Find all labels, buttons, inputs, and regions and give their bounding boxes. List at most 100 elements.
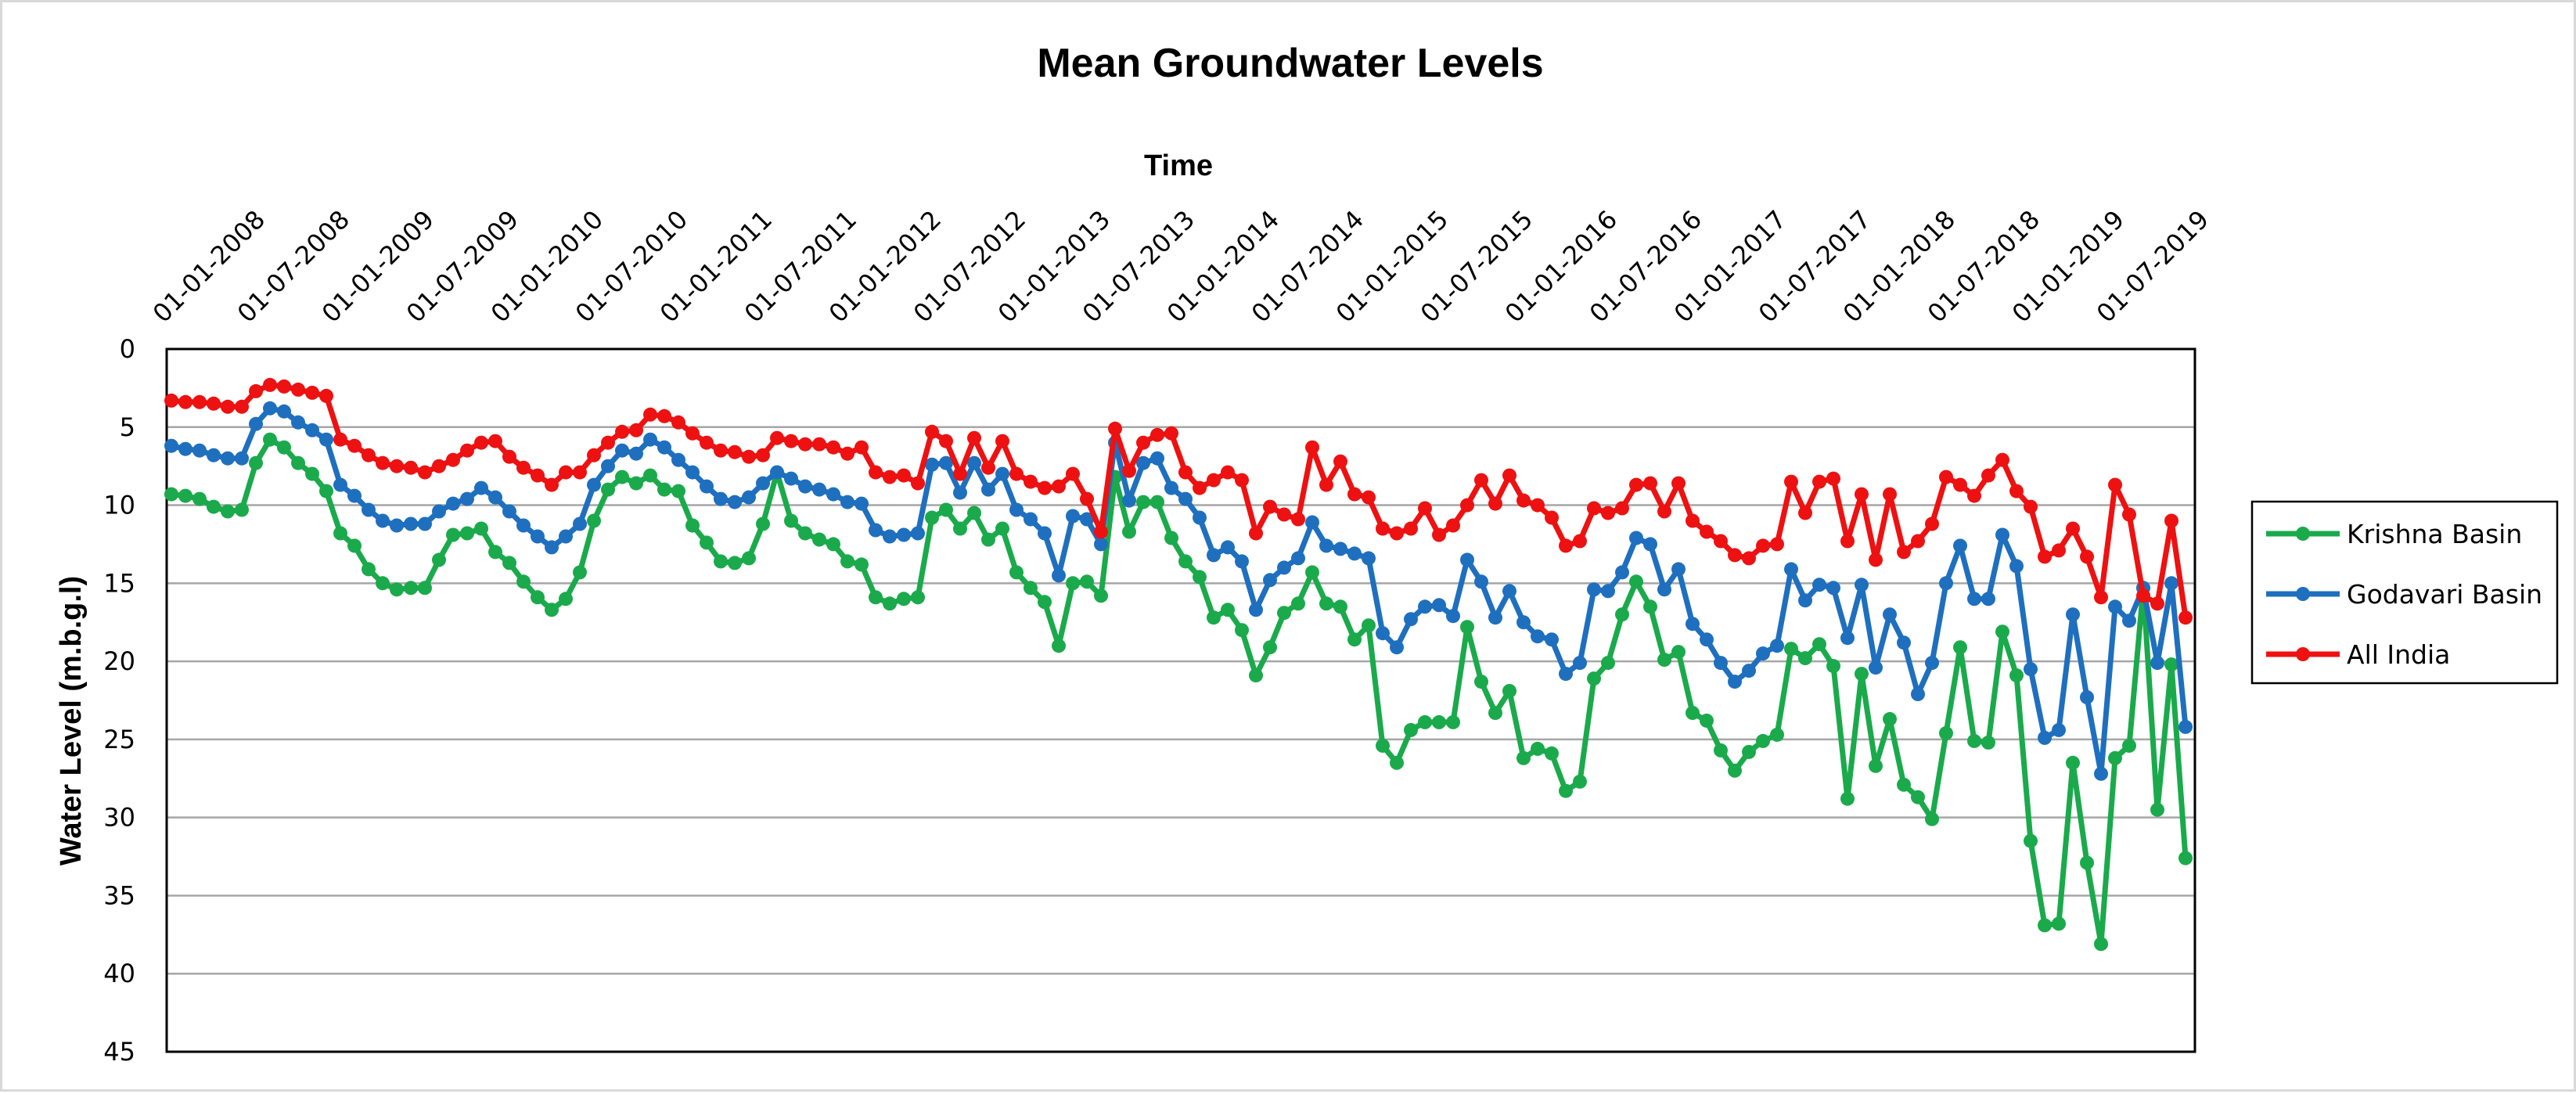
data-point [376, 513, 390, 528]
data-point [756, 476, 770, 491]
data-point [531, 590, 545, 605]
data-point [1714, 534, 1728, 549]
data-point [488, 434, 502, 448]
data-point [812, 482, 826, 497]
data-point [1333, 454, 1347, 469]
data-point [1643, 599, 1657, 614]
data-point [164, 487, 178, 502]
data-point [1024, 512, 1038, 527]
data-point [1319, 596, 1333, 611]
data-point [404, 460, 418, 475]
data-point [883, 529, 897, 544]
data-point [1531, 498, 1545, 513]
data-point [1305, 565, 1319, 580]
data-point [1516, 750, 1531, 765]
data-point [2136, 588, 2150, 603]
data-point [1686, 706, 1700, 720]
data-point [164, 393, 178, 408]
data-point [840, 446, 854, 461]
data-point [1826, 659, 1840, 674]
data-point [1742, 551, 1756, 566]
data-point [1671, 645, 1686, 660]
data-point [601, 482, 615, 497]
data-point [615, 424, 629, 439]
data-point [869, 523, 883, 538]
data-point [376, 455, 390, 470]
data-point [1024, 581, 1038, 596]
data-point [2052, 722, 2066, 737]
data-point [1883, 487, 1897, 502]
data-point [1700, 524, 1714, 539]
data-point [1024, 474, 1038, 489]
data-point [1869, 552, 1883, 567]
data-point [953, 521, 967, 536]
data-point [2094, 590, 2108, 605]
data-point [728, 556, 742, 570]
data-point [643, 468, 657, 483]
data-point [1516, 493, 1531, 508]
data-point [629, 476, 643, 491]
data-point [1657, 582, 1671, 597]
data-point [474, 521, 488, 536]
data-point [615, 470, 629, 484]
y-tick-label: 25 [103, 725, 135, 754]
data-point [516, 518, 531, 533]
series-all-india [164, 377, 2193, 625]
data-point [488, 490, 502, 505]
data-point [685, 518, 700, 533]
data-point [2164, 513, 2178, 528]
data-point [1193, 480, 1207, 495]
data-point [1291, 551, 1305, 566]
data-point [446, 527, 460, 542]
legend-label: Godavari Basin [2347, 579, 2542, 610]
data-point [502, 504, 516, 519]
data-point [812, 532, 826, 547]
data-point [2122, 614, 2136, 628]
data-point [573, 516, 587, 531]
data-point [192, 394, 207, 409]
data-point [531, 468, 545, 483]
data-point [221, 399, 235, 414]
data-point [1193, 510, 1207, 525]
data-point [1826, 581, 1840, 596]
data-point [1263, 573, 1277, 588]
data-point [221, 504, 235, 519]
data-point [474, 480, 488, 495]
data-point [995, 434, 1009, 448]
data-point [1531, 741, 1545, 756]
data-point [1615, 607, 1629, 622]
data-point [390, 518, 404, 533]
data-point [249, 455, 263, 470]
data-point [1418, 599, 1432, 614]
data-point [531, 529, 545, 544]
data-point [235, 399, 249, 414]
data-point [1502, 584, 1516, 599]
data-point [2178, 610, 2193, 625]
data-point [1840, 791, 1855, 806]
data-point [742, 490, 756, 505]
data-point [2024, 662, 2038, 677]
data-point [1122, 524, 1136, 539]
data-point [629, 446, 643, 461]
data-point [2108, 750, 2122, 765]
data-point [798, 437, 812, 452]
data-point [1911, 534, 1925, 549]
data-point [657, 408, 671, 423]
data-point [221, 451, 235, 466]
data-point [502, 556, 516, 570]
data-point [756, 448, 770, 462]
data-point [1347, 632, 1362, 647]
data-point [1277, 606, 1291, 621]
data-point [1559, 538, 1573, 553]
data-point [1446, 714, 1460, 729]
data-point [840, 495, 854, 509]
data-point [728, 444, 742, 459]
data-point [925, 424, 939, 439]
data-point [657, 440, 671, 455]
series-krishna-basin [164, 432, 2193, 952]
data-point [939, 455, 953, 470]
data-point [1150, 495, 1164, 509]
data-point [2164, 576, 2178, 591]
data-point [911, 590, 925, 605]
data-point [2038, 918, 2052, 933]
